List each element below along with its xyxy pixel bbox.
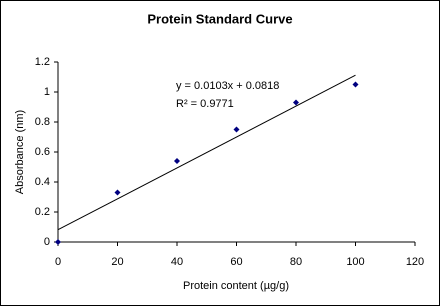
y-tick-label: 0 bbox=[44, 236, 50, 248]
equation: y = 0.0103x + 0.0818 bbox=[176, 80, 279, 92]
y-tick-label: 0.2 bbox=[35, 206, 50, 218]
data-point bbox=[55, 239, 61, 245]
x-tick-label: 120 bbox=[406, 256, 424, 268]
x-tick-label: 40 bbox=[171, 256, 183, 268]
y-axis-label: Absorbance (nm) bbox=[14, 110, 26, 194]
data-point bbox=[174, 158, 180, 164]
data-point bbox=[233, 126, 240, 133]
y-tick-label: 0.8 bbox=[35, 116, 50, 128]
x-axis-label: Protein content (µg/g) bbox=[183, 280, 289, 292]
y-tick-label: 1.2 bbox=[35, 56, 50, 68]
data-point bbox=[352, 81, 359, 88]
x-tick-label: 0 bbox=[55, 256, 61, 268]
x-tick-label: 20 bbox=[111, 256, 123, 268]
r-squared: R² = 0.9771 bbox=[176, 98, 234, 110]
trendline bbox=[57, 74, 356, 231]
data-point bbox=[293, 99, 299, 106]
y-tick-label: 1 bbox=[44, 86, 50, 98]
x-tick-label: 80 bbox=[290, 256, 302, 268]
chart-title: Protein Standard Curve bbox=[147, 11, 292, 26]
x-tick-label: 60 bbox=[230, 256, 242, 268]
x-tick-label: 100 bbox=[346, 256, 364, 268]
data-point bbox=[114, 189, 121, 196]
y-tick-label: 0.6 bbox=[35, 146, 50, 158]
y-tick-label: 0.4 bbox=[35, 176, 50, 188]
